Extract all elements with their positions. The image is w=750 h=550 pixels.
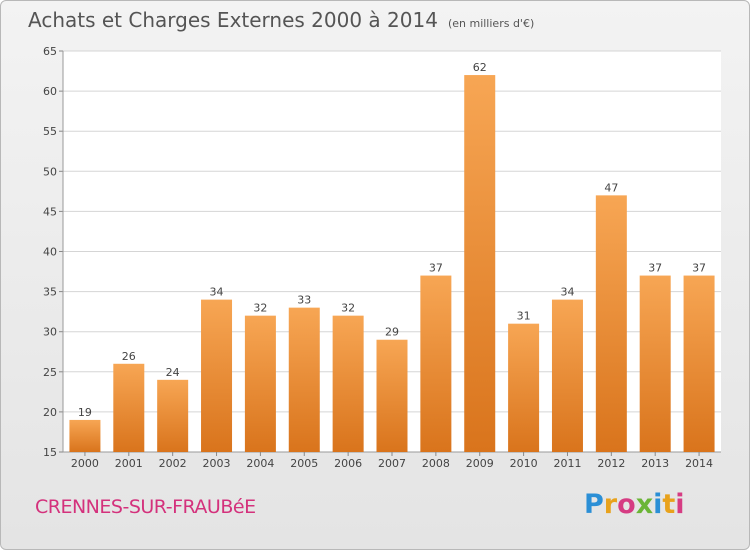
- x-tick-label: 2009: [466, 457, 494, 470]
- x-tick-label: 2004: [246, 457, 274, 470]
- bar: [683, 275, 715, 452]
- bar-value-label: 29: [385, 326, 399, 339]
- y-tick-label: 50: [43, 165, 57, 178]
- bar-value-label: 19: [78, 406, 92, 419]
- bar-value-label: 37: [648, 262, 662, 275]
- y-tick-label: 30: [43, 326, 57, 339]
- bar: [420, 275, 452, 452]
- bar: [595, 195, 627, 453]
- y-tick-label: 25: [43, 366, 57, 379]
- x-tick-label: 2010: [510, 457, 538, 470]
- bar-value-label: 32: [253, 302, 267, 315]
- proxiti-logo: Proxiti: [584, 489, 685, 520]
- bar-value-label: 47: [604, 181, 618, 194]
- x-tick-label: 2000: [71, 457, 99, 470]
- y-tick-label: 65: [43, 45, 57, 58]
- y-tick-label: 35: [43, 286, 57, 299]
- bar-value-label: 24: [166, 366, 180, 379]
- x-tick-label: 2003: [203, 457, 231, 470]
- bar-value-label: 34: [560, 286, 574, 299]
- y-tick-label: 15: [43, 446, 57, 459]
- chart-subtitle: (en milliers d'€): [447, 17, 535, 30]
- bar: [376, 339, 408, 452]
- x-tick-label: 2013: [641, 457, 669, 470]
- y-tick-label: 60: [43, 85, 57, 98]
- x-tick-label: 2002: [159, 457, 187, 470]
- bar-value-label: 34: [210, 286, 224, 299]
- bar: [639, 275, 671, 452]
- bar: [157, 379, 189, 452]
- x-tick-label: 2001: [115, 457, 143, 470]
- bar: [288, 307, 320, 452]
- x-tick-label: 2006: [334, 457, 362, 470]
- bar: [69, 419, 101, 452]
- bar-value-label: 37: [692, 262, 706, 275]
- bar: [332, 315, 364, 452]
- bar-value-label: 32: [341, 302, 355, 315]
- y-tick-label: 45: [43, 205, 57, 218]
- chart-title: Achats et Charges Externes 2000 à 2014 (e…: [28, 8, 534, 32]
- bar: [201, 299, 233, 452]
- bar: [508, 323, 540, 452]
- bar: [464, 75, 496, 452]
- x-tick-label: 2008: [422, 457, 450, 470]
- title-text: Achats et Charges Externes 2000 à 2014: [28, 8, 438, 32]
- y-tick-label: 40: [43, 246, 57, 259]
- bar: [244, 315, 276, 452]
- x-tick-label: 2012: [597, 457, 625, 470]
- bar: [113, 363, 145, 452]
- x-tick-label: 2007: [378, 457, 406, 470]
- x-tick-label: 2011: [553, 457, 581, 470]
- bar-value-label: 31: [517, 310, 531, 323]
- x-tick-label: 2005: [290, 457, 318, 470]
- bar-value-label: 33: [297, 294, 311, 307]
- bar-value-label: 62: [473, 61, 487, 74]
- y-tick-label: 55: [43, 125, 57, 138]
- commune-name: CRENNES-SUR-FRAUBéE: [35, 496, 256, 518]
- x-tick-label: 2014: [685, 457, 713, 470]
- bar-value-label: 26: [122, 350, 136, 363]
- bar-value-label: 37: [429, 262, 443, 275]
- y-tick-label: 20: [43, 406, 57, 419]
- bar: [551, 299, 583, 452]
